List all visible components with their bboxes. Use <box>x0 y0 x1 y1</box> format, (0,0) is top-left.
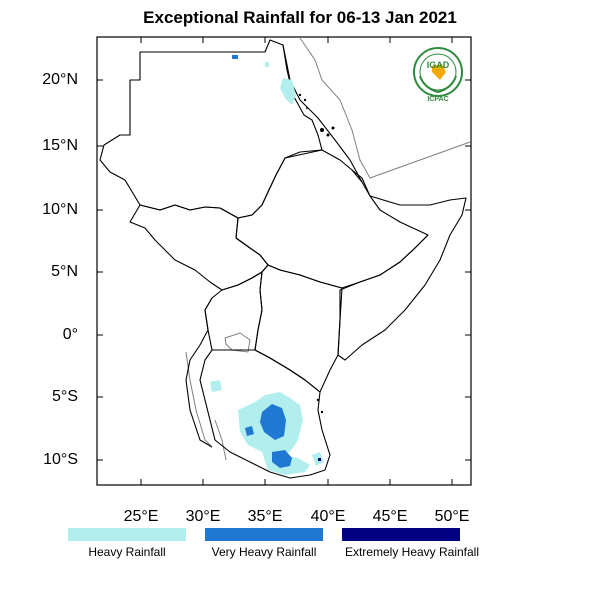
y-label-5s: 5°S <box>52 388 78 405</box>
legend-label-heavy: Heavy Rainfall <box>88 545 166 559</box>
legend-swatch-heavy <box>68 528 186 541</box>
x-ticks <box>140 37 453 485</box>
x-label-35e: 35°E <box>247 508 283 525</box>
y-label-5n: 5°N <box>51 263 78 280</box>
somalia-boundary <box>337 195 467 361</box>
uganda-boundary <box>204 271 263 351</box>
x-label-50e: 50°E <box>434 508 470 525</box>
south-sudan-boundary <box>129 204 269 291</box>
x-label-25e: 25°E <box>123 508 159 525</box>
map-title: Exceptional Rainfall for 06-13 Jan 2021 <box>143 8 457 27</box>
country-boundaries <box>99 39 467 479</box>
djibouti-boundary <box>351 169 371 197</box>
y-label-20n: 20°N <box>42 71 78 88</box>
igad-logo-name: IGAD <box>426 60 450 70</box>
x-label-40e: 40°E <box>310 508 346 525</box>
legend-swatch-extremely-heavy <box>342 528 460 541</box>
legend-label-very-heavy: Very Heavy Rainfall <box>211 545 317 559</box>
kenya-boundary <box>254 264 343 393</box>
tanzania-boundary <box>199 349 331 479</box>
icpac-caption: ICPAC <box>427 96 449 103</box>
plot-frame <box>96 36 472 486</box>
outer-boundaries <box>185 37 471 461</box>
rainfall-extremely-heavy <box>318 458 321 461</box>
y-ticks <box>97 79 471 461</box>
x-label-45e: 45°E <box>372 508 408 525</box>
drc-east-boundary <box>185 297 213 448</box>
y-label-0: 0° <box>62 326 78 343</box>
legend-swatch-very-heavy <box>205 528 323 541</box>
y-label-15n: 15°N <box>42 137 78 154</box>
legend-label-extremely-heavy: Extremely Heavy Rainfall <box>344 545 480 559</box>
ethiopia-boundary <box>235 149 429 289</box>
igad-map-icon <box>432 64 446 80</box>
y-label-10n: 10°N <box>42 201 78 218</box>
igad-logo <box>413 47 463 97</box>
rainfall-very-heavy <box>232 55 292 468</box>
x-label-30e: 30°E <box>185 508 221 525</box>
islands <box>298 93 335 414</box>
sudan-boundary <box>99 39 323 219</box>
y-label-10s: 10°S <box>43 451 78 468</box>
eritrea-boundary <box>282 44 363 183</box>
